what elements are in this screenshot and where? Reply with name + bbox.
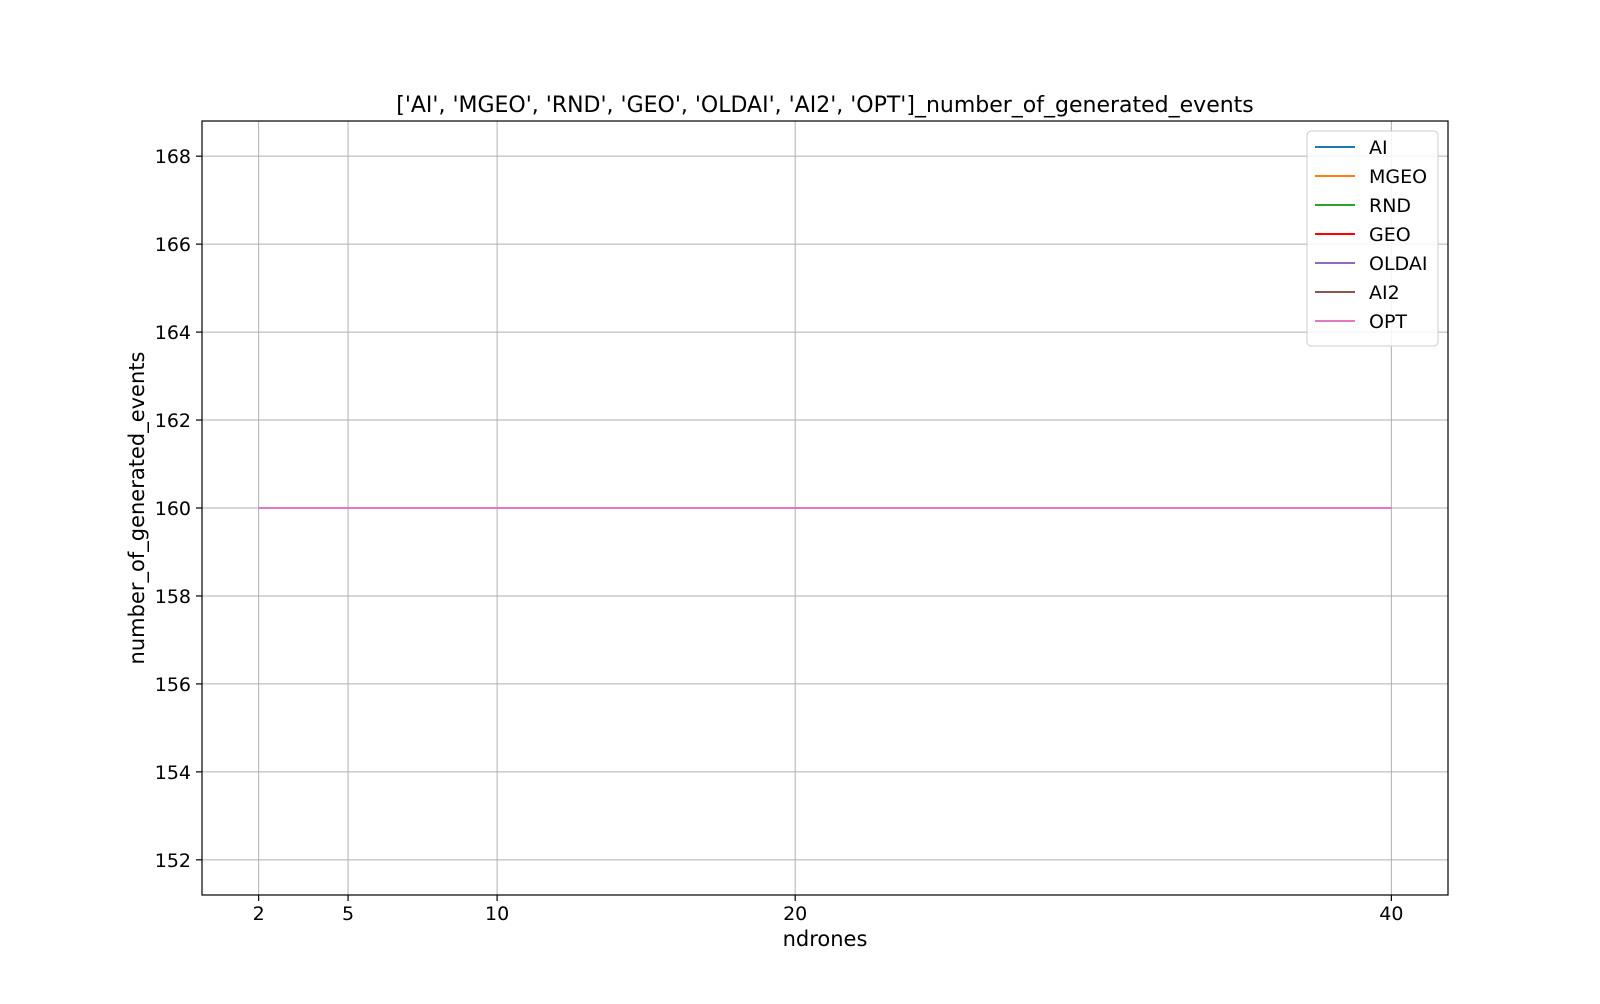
legend-label-geo: GEO: [1369, 224, 1411, 246]
y-tick-label: 160: [155, 498, 191, 520]
chart-title: ['AI', 'MGEO', 'RND', 'GEO', 'OLDAI', 'A…: [396, 93, 1254, 118]
y-axis-label: number_of_generated_events: [125, 352, 150, 665]
legend-label-rnd: RND: [1369, 195, 1411, 217]
y-tick-label: 168: [155, 146, 191, 168]
x-tick-label: 5: [342, 903, 354, 925]
x-tick-label: 20: [783, 903, 807, 925]
y-tick-label: 164: [155, 322, 191, 344]
legend-label-opt: OPT: [1369, 311, 1407, 333]
x-tick-label: 10: [485, 903, 509, 925]
y-tick-label: 162: [155, 410, 191, 432]
y-tick-label: 152: [155, 850, 191, 872]
y-tick-label: 158: [155, 586, 191, 608]
x-axis-label: ndrones: [783, 927, 868, 951]
legend-label-ai2: AI2: [1369, 282, 1400, 304]
legend-label-mgeo: MGEO: [1369, 166, 1427, 188]
legend-label-oldai: OLDAI: [1369, 253, 1427, 275]
y-tick-label: 154: [155, 762, 191, 784]
y-tick-label: 156: [155, 674, 191, 696]
tick-layer: 2 5 10 20 40 152 154 156 158 160 162 164 166 168: [155, 146, 1404, 925]
x-tick-label: 40: [1379, 903, 1403, 925]
legend-label-ai: AI: [1369, 137, 1388, 159]
x-tick-label: 2: [253, 903, 265, 925]
y-tick-label: 166: [155, 234, 191, 256]
legend: AI MGEO RND GEO OLDAI AI2 OPT: [1306, 130, 1439, 347]
